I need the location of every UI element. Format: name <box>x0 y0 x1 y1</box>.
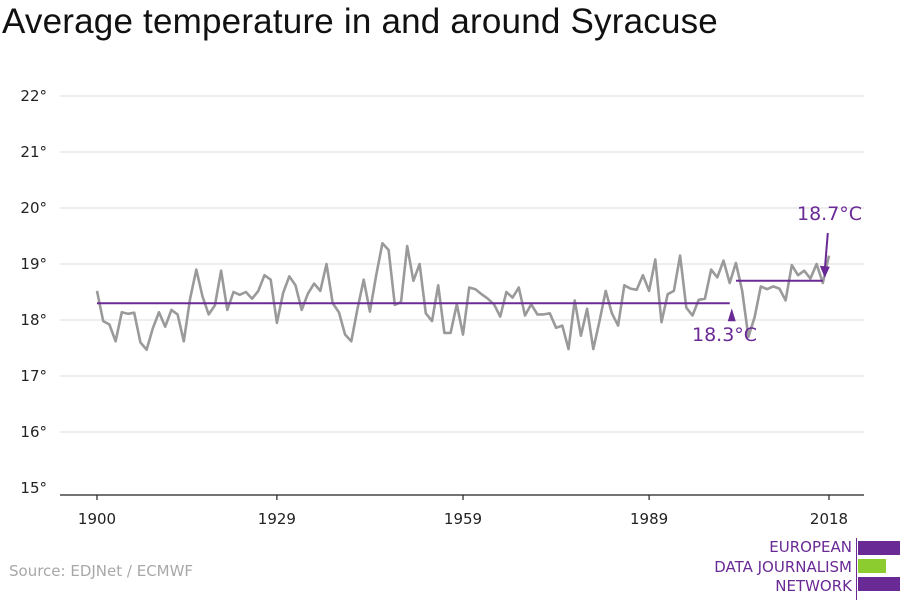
avg-label-1900-2002: 18.3°C <box>692 324 757 346</box>
y-axis-ticks: 15° 16° 17° 18° 19° 20° 21° 22° <box>20 87 47 497</box>
y-tick-label-18: 18° <box>20 311 47 329</box>
y-tick-label-16: 16° <box>20 423 47 441</box>
chart-title: Average temperature in and around Syracu… <box>2 2 718 41</box>
x-tick-label-1929: 1929 <box>258 510 296 528</box>
y-tick-label-20: 20° <box>20 199 47 217</box>
x-axis: 1900 1929 1959 1989 2018 <box>60 494 864 528</box>
logo-bar-purple-bottom <box>858 577 900 591</box>
y-tick-label-22: 22° <box>20 87 47 105</box>
x-tick-label-1989: 1989 <box>630 510 668 528</box>
edjnet-logo: EUROPEAN DATA JOURNALISM NETWORK <box>706 538 900 600</box>
avg-2-pointer-stem <box>823 232 829 270</box>
avg-label-2003-2017: 18.7°C <box>797 203 862 225</box>
temperature-series-line <box>95 242 831 352</box>
annotations: 18.3°C 18.7°C <box>692 203 862 346</box>
logo-line-3: NETWORK <box>775 577 852 595</box>
grid-lines <box>60 95 864 433</box>
x-tick-label-1959: 1959 <box>444 510 482 528</box>
x-tick-label-1900: 1900 <box>78 510 116 528</box>
logo-line-2: DATA JOURNALISM <box>714 557 852 576</box>
series-layer <box>95 242 831 352</box>
logo-bar-purple-top <box>858 541 900 555</box>
logo-divider <box>856 538 857 600</box>
logo-bar-green <box>858 559 886 573</box>
avg-1-pointer <box>727 308 736 322</box>
y-tick-label-15: 15° <box>20 479 47 497</box>
x-tick-label-2018: 2018 <box>810 510 848 528</box>
avg-2-pointer-head <box>819 265 830 278</box>
y-tick-label-19: 19° <box>20 255 47 273</box>
y-tick-label-17: 17° <box>20 367 47 385</box>
y-tick-label-21: 21° <box>20 143 47 161</box>
logo-text: EUROPEAN DATA JOURNALISM NETWORK <box>714 538 852 597</box>
source-note: Source: EDJNet / ECMWF <box>9 562 194 580</box>
reference-lines <box>97 232 830 322</box>
logo-line-1: EUROPEAN <box>769 538 852 556</box>
